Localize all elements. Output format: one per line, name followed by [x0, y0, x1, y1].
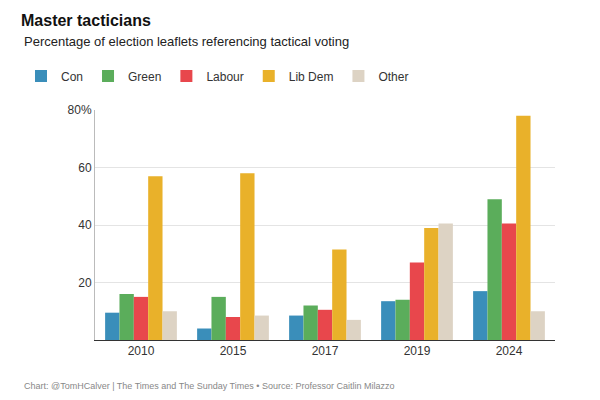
svg-text:2024: 2024	[496, 344, 523, 358]
svg-text:Percentage of election leaflet: Percentage of election leaflets referenc…	[24, 34, 349, 49]
svg-text:2017: 2017	[312, 344, 339, 358]
svg-text:60: 60	[78, 161, 92, 175]
svg-text:2010: 2010	[128, 344, 155, 358]
svg-text:80%: 80%	[68, 103, 92, 117]
svg-text:Other: Other	[378, 70, 408, 84]
svg-text:2019: 2019	[404, 344, 431, 358]
svg-text:Chart: @TomHCalver | The Times: Chart: @TomHCalver | The Times and The S…	[24, 381, 394, 391]
svg-text:40: 40	[78, 218, 92, 232]
svg-text:Con: Con	[61, 70, 83, 84]
svg-text:Green: Green	[128, 70, 161, 84]
svg-text:2015: 2015	[220, 344, 247, 358]
svg-text:Lib Dem: Lib Dem	[289, 70, 334, 84]
svg-text:Labour: Labour	[206, 70, 243, 84]
svg-text:Master tacticians: Master tacticians	[21, 12, 151, 29]
svg-text:20: 20	[78, 276, 92, 290]
